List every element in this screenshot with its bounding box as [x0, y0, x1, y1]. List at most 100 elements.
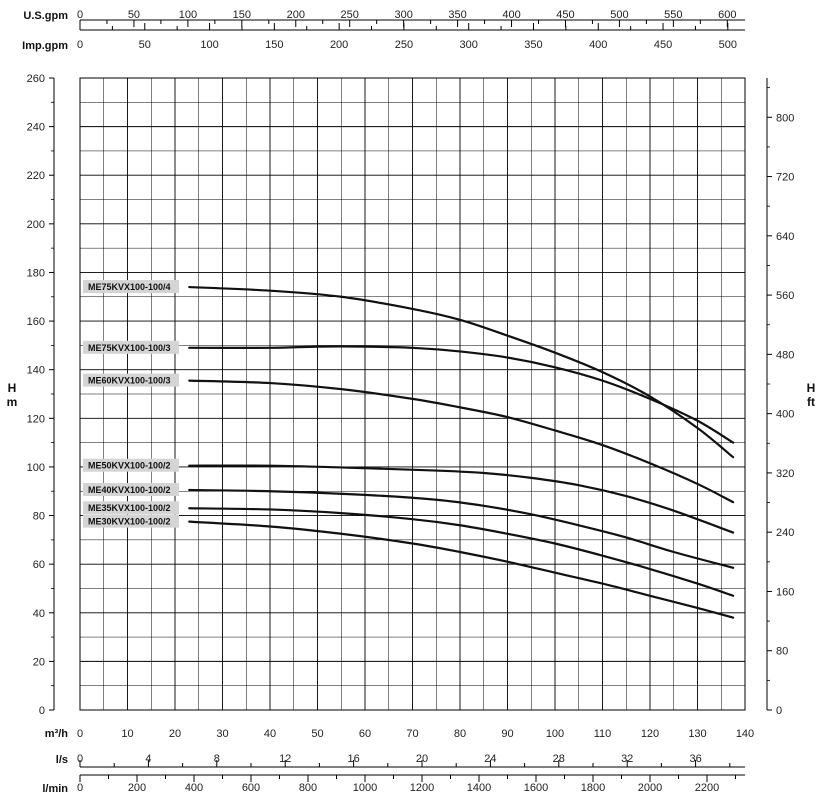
secondary-axis-tick-label: 20 [416, 753, 428, 765]
y-tick-label: 60 [33, 559, 45, 571]
curve-ME50KVX100-100/2 [188, 464, 735, 534]
y-tick-label: 260 [27, 73, 45, 85]
ft-tick-label: 240 [776, 527, 794, 539]
ft-tick-label: 320 [776, 468, 794, 480]
curve-label: ME35KVX100-100/2 [88, 503, 171, 513]
y-tick-label: 20 [33, 656, 45, 668]
x-tick-label: 0 [77, 728, 83, 740]
y-axis-label-h: H [8, 381, 17, 395]
x-tick-label: 60 [359, 728, 371, 740]
ft-tick-label: 720 [776, 172, 794, 184]
secondary-axis-label: U.S.gpm [23, 10, 68, 22]
secondary-axis-tick-label: 16 [347, 753, 359, 765]
secondary-axis-tick-label: 0 [77, 753, 83, 765]
y-tick-label: 40 [33, 608, 45, 620]
secondary-axis-label: Imp.gpm [22, 40, 68, 52]
curve-ME60KVX100-100/3 [188, 379, 735, 504]
curve-ME30KVX100-100/2 [188, 520, 735, 619]
y-tick-label: 200 [27, 219, 45, 231]
curve-label-box [83, 514, 179, 528]
curve-label: ME50KVX100-100/2 [88, 461, 171, 471]
x-tick-label: 50 [311, 728, 323, 740]
x-tick-label: 20 [169, 728, 181, 740]
secondary-axis-tick-label: 450 [556, 9, 574, 21]
y2-axis-label-unit: ft [807, 395, 815, 409]
secondary-axis-tick-label: 0 [77, 782, 83, 794]
y-tick-label: 140 [27, 365, 45, 377]
secondary-axis-tick-label: 100 [200, 39, 218, 51]
curve-ME75KVX100-100/3 [188, 345, 735, 444]
secondary-axis-tick-label: 12 [279, 753, 291, 765]
y-tick-label: 180 [27, 267, 45, 279]
secondary-axis-tick-label: 500 [719, 39, 737, 51]
secondary-axis-tick-label: 150 [265, 39, 283, 51]
secondary-axis-tick-label: 150 [233, 9, 251, 21]
x-tick-label: 40 [264, 728, 276, 740]
secondary-axis-tick-label: 400 [502, 9, 520, 21]
secondary-axis-tick-label: 36 [689, 753, 701, 765]
ft-tick-label: 640 [776, 231, 794, 243]
secondary-axis-tick-label: 200 [128, 782, 146, 794]
y-tick-label: 100 [27, 462, 45, 474]
secondary-axis-tick-label: 250 [341, 9, 359, 21]
x-tick-label: 130 [688, 728, 706, 740]
y2-axis-label-h: H [807, 381, 816, 395]
curve-label: ME75KVX100-100/4 [88, 282, 171, 292]
curve-label: ME75KVX100-100/3 [88, 343, 171, 353]
x-tick-label: 70 [406, 728, 418, 740]
secondary-axis-tick-label: 24 [484, 753, 496, 765]
ft-tick-label: 400 [776, 409, 794, 421]
secondary-axis-tick-label: 300 [394, 9, 412, 21]
curve-label-box [83, 458, 179, 472]
secondary-axis-tick-label: 200 [330, 39, 348, 51]
y-tick-label: 80 [33, 511, 45, 523]
secondary-axis-tick-label: 350 [524, 39, 542, 51]
secondary-axis-tick-label: 800 [299, 782, 317, 794]
x-tick-label: 90 [501, 728, 513, 740]
secondary-axis-tick-label: 550 [664, 9, 682, 21]
ft-tick-label: 80 [776, 646, 788, 658]
y-tick-label: 240 [27, 122, 45, 134]
y-tick-label: 120 [27, 413, 45, 425]
x-tick-label: 30 [216, 728, 228, 740]
curve-ME35KVX100-100/2 [188, 507, 735, 597]
secondary-axis-tick-label: 450 [654, 39, 672, 51]
curve-label: ME30KVX100-100/2 [88, 517, 171, 527]
secondary-axis-tick-label: 8 [214, 753, 220, 765]
curve-label-box [83, 501, 179, 515]
secondary-axis-tick-label: 350 [448, 9, 466, 21]
secondary-axis-tick-label: 200 [287, 9, 305, 21]
curve-ME75KVX100-100/4 [188, 285, 735, 459]
ft-tick-label: 560 [776, 290, 794, 302]
secondary-axis-tick-label: 1200 [410, 782, 434, 794]
secondary-axis-tick-label: 1400 [467, 782, 491, 794]
secondary-axis-tick-label: 250 [395, 39, 413, 51]
curve-label: ME60KVX100-100/3 [88, 376, 171, 386]
secondary-axis-tick-label: 50 [139, 39, 151, 51]
x-tick-label: 100 [546, 728, 564, 740]
x-tick-label: 120 [641, 728, 659, 740]
y-tick-label: 220 [27, 170, 45, 182]
secondary-axis-tick-label: 400 [185, 782, 203, 794]
curve-label-box [83, 483, 179, 497]
secondary-axis-tick-label: 4 [145, 753, 151, 765]
secondary-axis-tick-label: 0 [77, 39, 83, 51]
secondary-axis-tick-label: 1000 [353, 782, 377, 794]
secondary-axis-tick-label: 1800 [581, 782, 605, 794]
secondary-axis-label: l/min [42, 783, 68, 795]
ft-tick-label: 800 [776, 112, 794, 124]
x-axis-label: m³/h [45, 728, 69, 740]
secondary-axis-tick-label: 300 [460, 39, 478, 51]
secondary-axis-label: l/s [56, 754, 68, 766]
y-axis-label-unit: m [7, 395, 18, 409]
secondary-axis-tick-label: 600 [242, 782, 260, 794]
ft-tick-label: 160 [776, 586, 794, 598]
secondary-axis-tick-label: 600 [718, 9, 736, 21]
secondary-axis-tick-label: 0 [77, 9, 83, 21]
secondary-axis-tick-label: 500 [610, 9, 628, 21]
secondary-axis-tick-label: 50 [128, 9, 140, 21]
plot-frame [79, 77, 746, 711]
x-tick-label: 10 [121, 728, 133, 740]
